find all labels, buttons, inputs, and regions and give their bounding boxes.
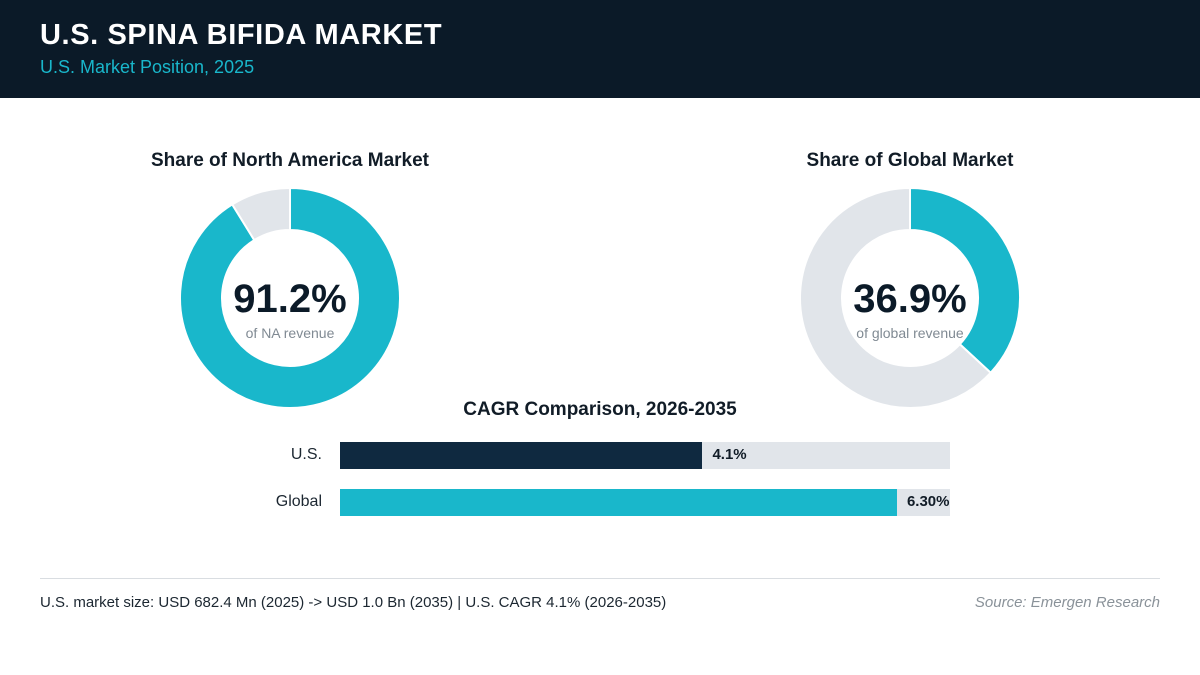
donut-slice-remainder [800, 188, 993, 408]
donut-title: Share of Global Market [806, 150, 1014, 171]
donut-slice-share [180, 188, 400, 408]
bar-fill-us [340, 442, 703, 469]
page-subtitle: U.S. Market Position, 2025 [40, 57, 255, 77]
donut-title: Share of North America Market [150, 150, 430, 171]
bar-row-us: U.S. 4.1% [0, 442, 1200, 470]
donut-slice-share [909, 188, 1020, 375]
bar-row-global: Global 6.30% [0, 489, 1200, 517]
donut-center-caption: of global revenue [856, 325, 964, 341]
bar-value-label: 4.1% [712, 446, 747, 463]
donut-chart-north-america: Share of North America Market 91.2% of N… [130, 150, 450, 412]
bar-track [340, 442, 950, 469]
page-title: U.S. SPINA BIFIDA MARKET [40, 19, 443, 51]
bar-chart-title: CAGR Comparison, 2026-2035 [463, 399, 737, 420]
bar-fill-global [340, 489, 897, 516]
bar-category-label: Global [275, 493, 322, 510]
donut-svg [800, 188, 1020, 408]
bar-category-label: U.S. [290, 446, 322, 463]
donut-slice-remainder [230, 188, 291, 242]
donut-center-value: 91.2% [233, 277, 347, 321]
donut-chart-global: Share of Global Market 36.9% of global r… [750, 150, 1070, 412]
donut-svg [180, 188, 400, 408]
header-banner: U.S. SPINA BIFIDA MARKET U.S. Market Pos… [0, 0, 1200, 98]
donut-center-caption: of NA revenue [245, 325, 335, 341]
footer-source: Source: Emergen Research [974, 594, 1160, 611]
bar-track [340, 489, 950, 516]
footer-divider [40, 578, 1160, 579]
donut-center-value: 36.9% [853, 277, 967, 321]
bar-value-label: 6.30% [906, 493, 950, 510]
footer-summary: U.S. market size: USD 682.4 Mn (2025) ->… [40, 594, 667, 611]
